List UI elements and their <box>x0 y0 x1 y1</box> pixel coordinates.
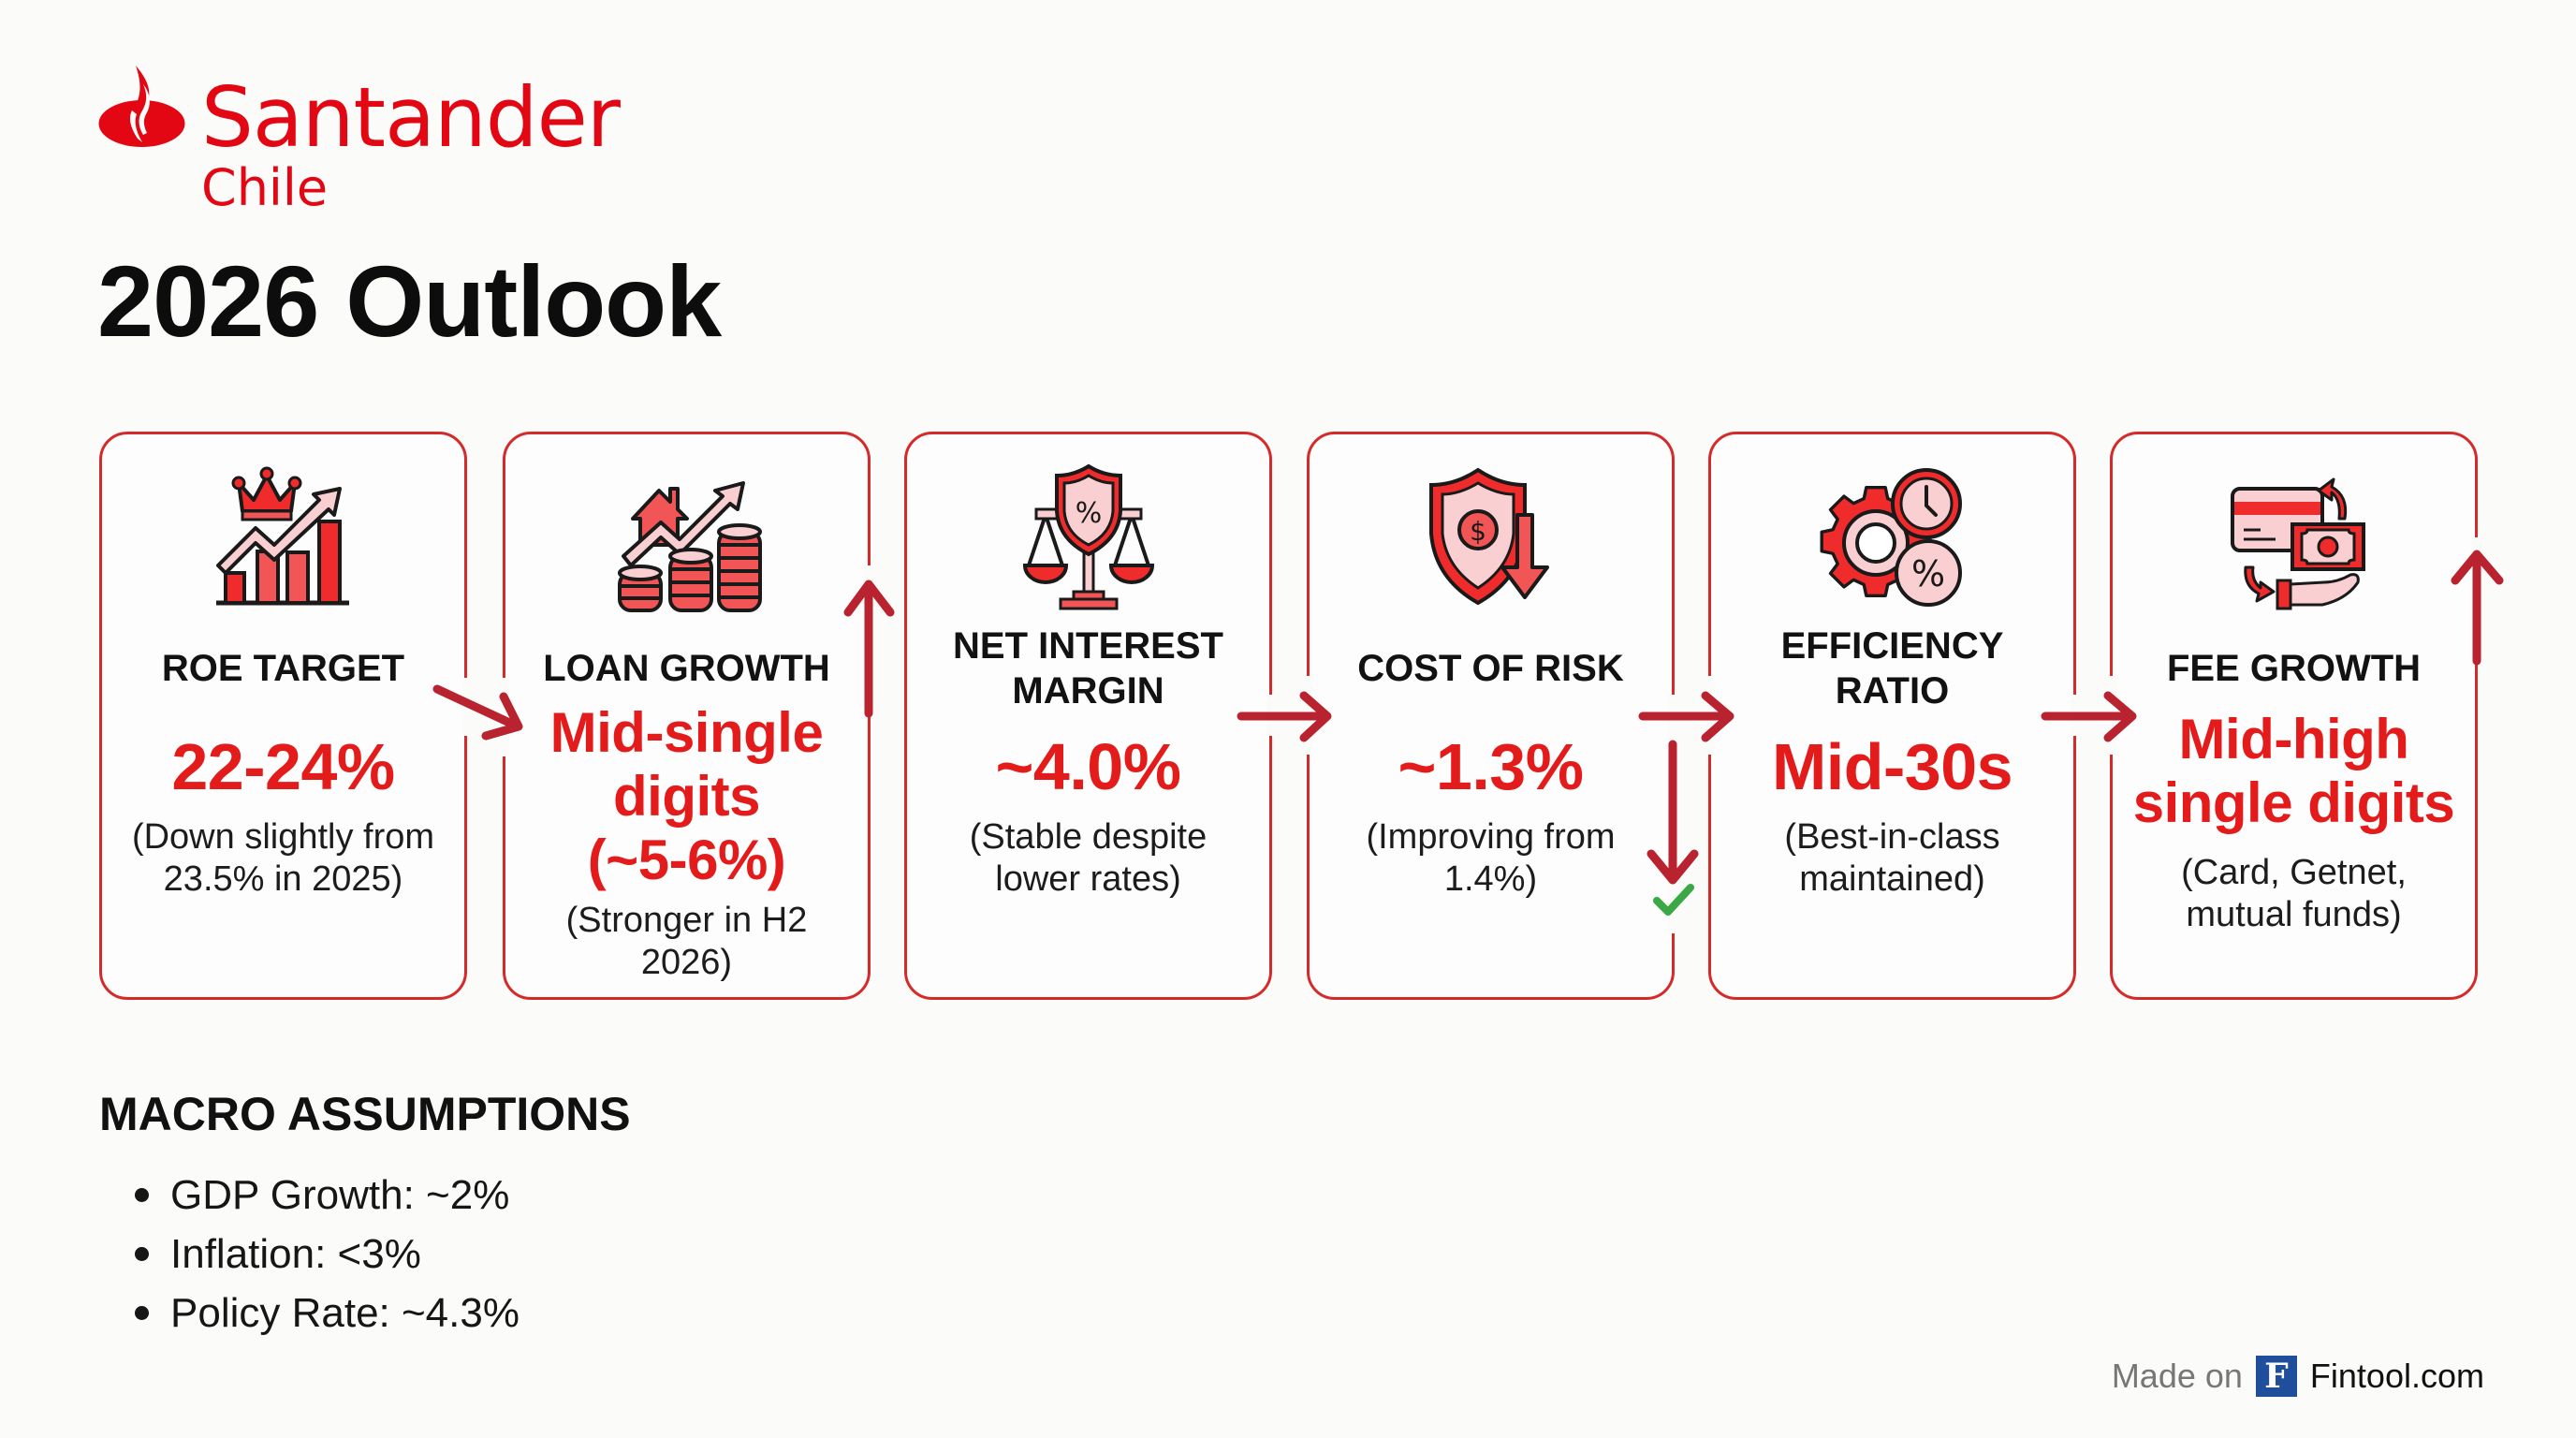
fintool-logo-icon: F <box>2255 1356 2297 1397</box>
card-body: 22-24% (Down slightly from 23.5% in 2025… <box>108 732 459 901</box>
brand-subtitle: Chile <box>201 158 329 217</box>
card-label: LOAN GROWTH <box>543 648 830 689</box>
card-value: Mid-30s <box>1771 730 2013 803</box>
macro-item-text: GDP Growth: ~2% <box>170 1172 510 1218</box>
border-gap <box>2071 695 2082 736</box>
svg-text:%: % <box>1910 553 1944 594</box>
card-body: Mid-high single digits (Card, Getnet, mu… <box>2118 708 2469 936</box>
macro-item-text: Policy Rate: ~4.3% <box>170 1290 520 1336</box>
border-gap <box>1302 676 1313 755</box>
bullet-icon <box>135 1306 149 1320</box>
macro-assumptions-list: GDP Growth: ~2% Inflation: <3% Policy Ra… <box>131 1166 520 1343</box>
card-value: ~1.3% <box>1398 730 1584 803</box>
kpi-card-loan-growth: LOAN GROWTH Mid-single digits (~5-6%) (S… <box>503 432 871 1000</box>
card-body: ~1.3% (Improving from 1.4%) <box>1315 732 1666 901</box>
card-label: FEE GROWTH <box>2166 648 2422 689</box>
border-gap <box>462 678 474 736</box>
crown-growth-chart-icon <box>209 462 359 612</box>
border-gap <box>498 678 509 756</box>
kpi-card-net-interest-margin: % NET INTEREST MARGIN ~4.0% (Stable desp… <box>904 432 1272 1000</box>
bullet-icon <box>135 1188 149 1202</box>
kpi-card-cost-of-risk: $ COST OF RISK ~1.3% (Improving from 1.4… <box>1307 432 1675 1000</box>
kpi-card-efficiency-ratio: % EFFICIENCY RATIO Mid-30s (Best-in-clas… <box>1708 432 2076 1000</box>
card-note: (Best-in-class maintained) <box>1784 817 2000 899</box>
gear-clock-percent-icon: % <box>1818 462 1968 612</box>
card-label: ROE TARGET <box>161 648 405 689</box>
house-coins-growth-icon <box>612 462 762 612</box>
card-cash-hand-icon <box>2219 462 2369 612</box>
macro-item-inflation: Inflation: <3% <box>131 1225 520 1284</box>
border-gap <box>864 565 875 715</box>
macro-item-text: Inflation: <3% <box>170 1231 421 1277</box>
card-value: Mid-high single digits <box>2132 708 2455 834</box>
border-gap <box>2105 676 2116 755</box>
card-body: Mid-30s (Best-in-class maintained) <box>1717 732 2068 901</box>
card-value: ~4.0% <box>995 730 1181 803</box>
footer-attribution[interactable]: Made on F Fintool.com <box>2112 1356 2484 1397</box>
border-gap <box>1266 695 1278 736</box>
svg-text:$: $ <box>1470 516 1486 547</box>
card-note: (Stronger in H2 2026) <box>565 901 808 982</box>
card-value: Mid-single digits (~5-6%) <box>549 701 824 891</box>
shield-dollar-down-arrow-icon: $ <box>1416 462 1566 612</box>
card-label: COST OF RISK <box>1357 648 1624 689</box>
card-note: (Card, Getnet, mutual funds) <box>2181 853 2407 934</box>
card-note: (Stable despite lower rates) <box>969 817 1208 899</box>
macro-item-policy-rate: Policy Rate: ~4.3% <box>131 1284 520 1343</box>
border-gap <box>1668 695 1679 933</box>
kpi-card-roe-target: ROE TARGET 22-24% (Down slightly from 23… <box>99 432 467 1000</box>
border-gap <box>2472 537 2483 665</box>
made-on-label: Made on <box>2111 1357 2243 1395</box>
bullet-icon <box>135 1247 149 1261</box>
card-body: Mid-single digits (~5-6%) (Stronger in H… <box>511 701 862 984</box>
card-label: NET INTEREST MARGIN <box>953 625 1223 712</box>
macro-item-gdp: GDP Growth: ~2% <box>131 1166 520 1225</box>
svg-text:%: % <box>1075 497 1102 530</box>
card-label: EFFICIENCY RATIO <box>1780 625 2004 712</box>
brand-name: Santander <box>201 69 621 166</box>
shield-percent-scales-icon: % <box>1014 462 1164 612</box>
card-note: (Improving from 1.4%) <box>1366 817 1616 899</box>
card-value: 22-24% <box>171 730 395 803</box>
kpi-card-fee-growth: FEE GROWTH Mid-high single digits (Card,… <box>2110 432 2478 1000</box>
border-gap <box>1704 676 1715 755</box>
macro-assumptions-heading: MACRO ASSUMPTIONS <box>99 1088 631 1140</box>
fintool-link[interactable]: Fintool.com <box>2309 1357 2484 1395</box>
santander-flame-icon <box>98 66 185 147</box>
card-note: (Down slightly from 23.5% in 2025) <box>131 817 435 899</box>
card-body: ~4.0% (Stable despite lower rates) <box>913 732 1264 901</box>
page-title: 2026 Outlook <box>97 244 722 358</box>
